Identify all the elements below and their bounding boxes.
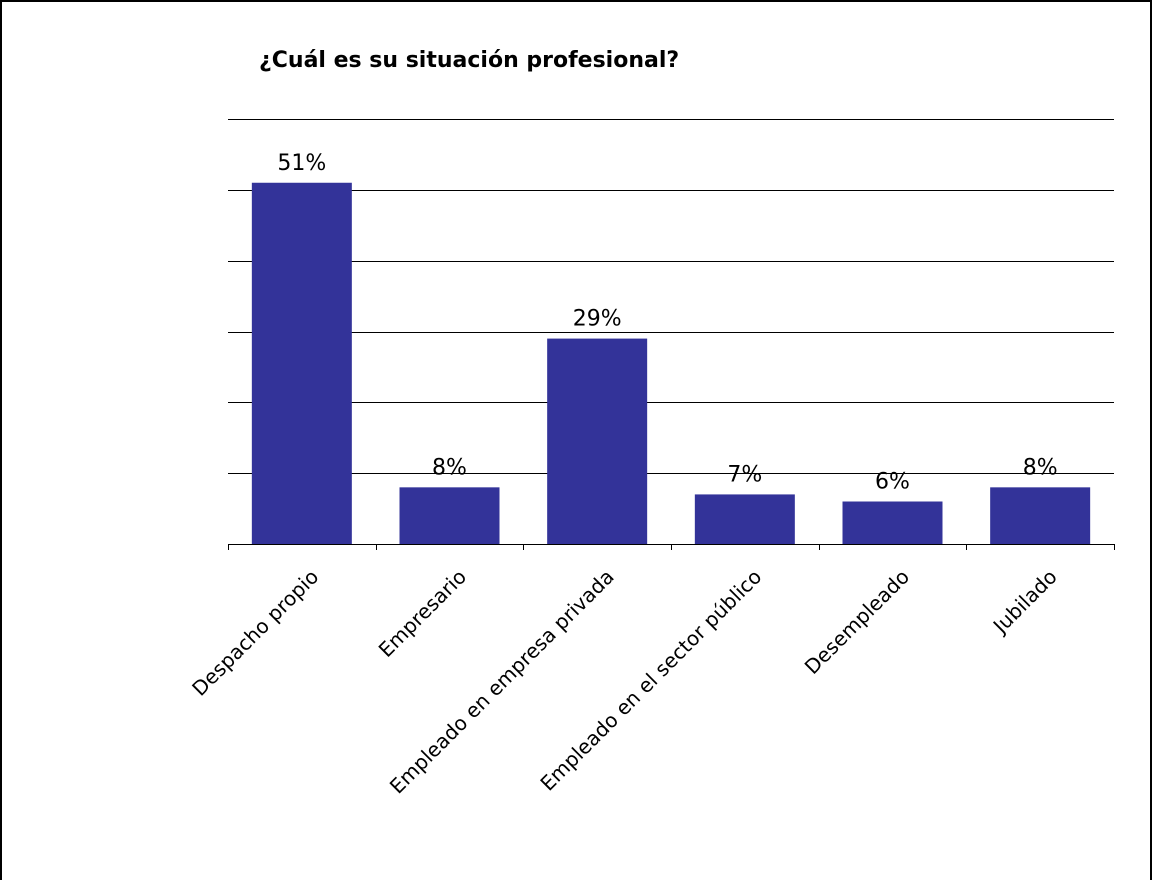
data-label: 8% xyxy=(432,455,467,480)
bars xyxy=(251,182,1091,544)
data-label: 8% xyxy=(1023,455,1058,480)
data-label: 29% xyxy=(573,307,622,332)
bar xyxy=(251,182,352,544)
chart-title: ¿Cuál es su situación profesional? xyxy=(259,48,679,73)
data-label: 7% xyxy=(727,462,762,487)
bar xyxy=(842,501,943,544)
grid-lines xyxy=(228,119,1114,474)
data-labels: 51% 8% 29% 7% 6% 8% xyxy=(277,151,1057,495)
data-label: 6% xyxy=(875,470,910,495)
category-label: Desempleado xyxy=(800,565,914,679)
bar xyxy=(547,338,648,544)
bar xyxy=(694,494,795,544)
bar xyxy=(990,487,1091,544)
x-axis xyxy=(228,544,1115,550)
data-label: 51% xyxy=(277,151,326,176)
category-label: Despacho propio xyxy=(187,565,323,701)
category-label: Jubilado xyxy=(987,565,1062,640)
bar xyxy=(399,487,500,544)
category-label: Empresario xyxy=(374,565,471,662)
